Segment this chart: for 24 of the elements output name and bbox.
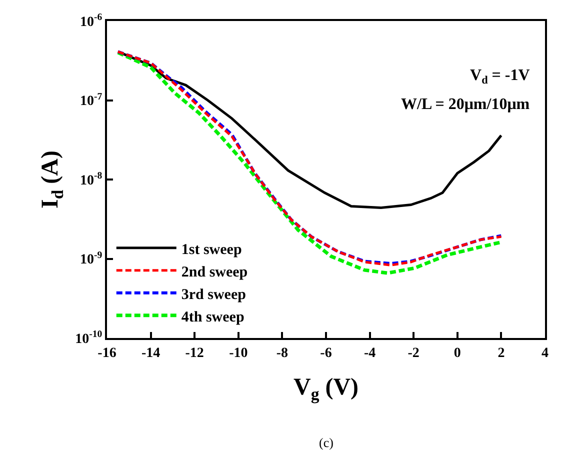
legend-label: 3rd sweep bbox=[181, 286, 246, 303]
y-tick-label: 10$^{-7}$ bbox=[80, 91, 102, 110]
y-tick-label: 10$^{-9}$ bbox=[80, 250, 102, 268]
y-tick-label: 10$^{-8}$ bbox=[80, 170, 102, 188]
x-axis-title: V$_{g}$ (V) bbox=[293, 374, 359, 404]
x-tick-label: 0 bbox=[454, 346, 461, 361]
x-tick-label: -10 bbox=[229, 346, 248, 361]
x-tick-label: -14 bbox=[141, 346, 160, 361]
x-tick-label: -8 bbox=[276, 346, 288, 361]
x-tick-label: 2 bbox=[498, 346, 505, 361]
y-tick-label: 10$^{-6}$ bbox=[80, 12, 102, 30]
legend-label: 1st sweep bbox=[181, 242, 242, 258]
y-tick-label: 10$^{-10}$ bbox=[75, 329, 102, 347]
x-tick-label: -2 bbox=[408, 346, 420, 361]
text: (c) bbox=[319, 435, 334, 450]
annotation: V$_{d}$ = -1V bbox=[470, 67, 530, 86]
legend-label: 2nd sweep bbox=[181, 264, 248, 280]
legend-label: 4th sweep bbox=[181, 309, 244, 326]
x-tick-label: -4 bbox=[364, 346, 376, 361]
x-tick-label: 4 bbox=[542, 346, 548, 361]
x-tick-label: -6 bbox=[320, 346, 332, 361]
x-tick-label: -12 bbox=[185, 346, 204, 361]
annotation: W/L = 20μm/10μm bbox=[401, 96, 530, 113]
x-tick-label: -16 bbox=[98, 346, 116, 361]
